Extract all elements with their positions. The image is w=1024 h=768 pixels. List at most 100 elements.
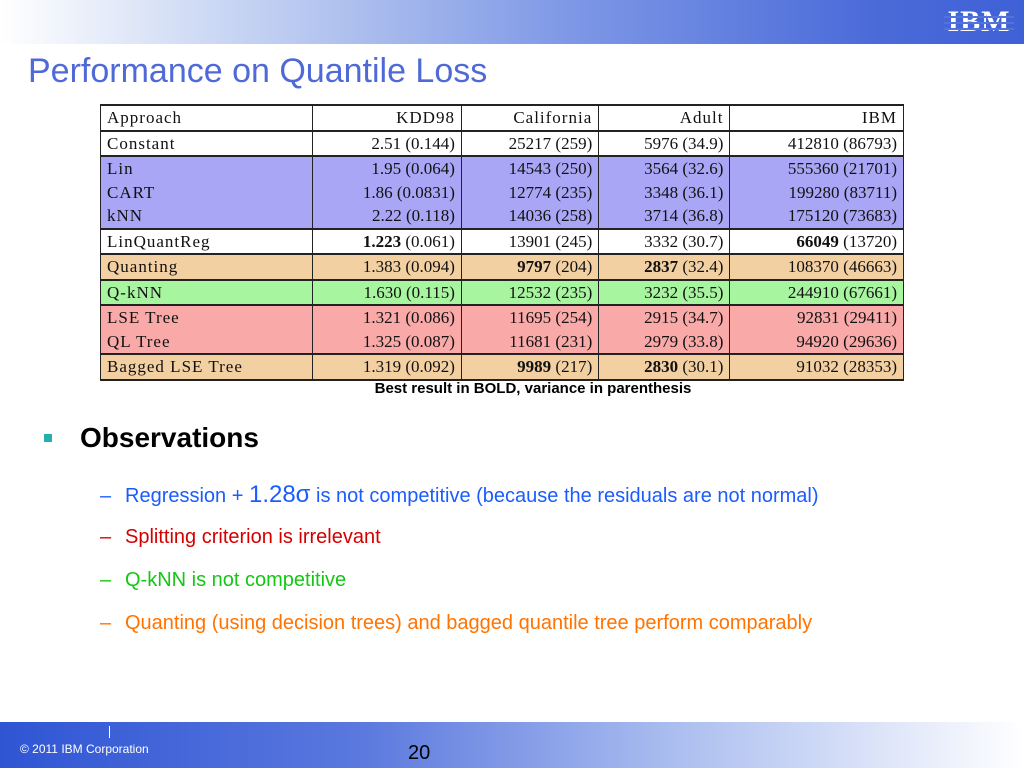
value-main: 1.86 [362,182,393,202]
value-main: 1.325 [362,331,402,351]
value-variance: (13720) [838,231,897,251]
value-main: 3564 [644,159,679,179]
value-variance: (34.9) [678,133,724,153]
value-cell: 1.325 (0.087) [312,329,462,354]
column-header: Adult [598,104,731,132]
value-cell: 1.319 (0.092) [312,353,462,381]
value-cell: 1.321 (0.086) [312,304,462,330]
approach-cell: Q-kNN [100,278,313,305]
value-main: 12774 [508,182,552,202]
table-caption: Best result in BOLD, variance in parenth… [374,380,692,397]
value-main: 9797 [517,257,552,277]
value-main: 2837 [644,257,679,277]
table-row: Bagged LSE Tree 1.319 (0.092) 9989 (217) 28… [100,353,904,381]
value-main: 5976 [644,133,679,153]
value-variance: (250) [551,159,593,179]
footer-bar: © 2011 IBM Corporation 20 [0,722,1024,768]
value-cell: 175120 (73683) [729,204,904,229]
observation-item: – Regression + 1.28σ is not competitive (… [100,481,819,509]
value-cell: 9989 (217) [461,353,600,381]
observation-text: Regression + [125,485,249,507]
slide-title: Performance on Quantile Loss [28,52,488,90]
value-variance: (73683) [838,206,897,226]
value-variance: (254) [551,308,593,328]
value-main: 11695 [509,308,552,328]
value-cell: 412810 (86793) [729,130,904,156]
value-cell: 244910 (67661) [729,278,904,305]
value-cell: 91032 (28353) [729,353,904,381]
value-main: 3348 [644,182,679,202]
value-cell: 3714 (36.8) [598,204,731,229]
approach-cell: LinQuantReg [100,227,313,254]
approach-cell: kNN [100,204,313,229]
copyright-text: © 2011 IBM Corporation [20,742,149,756]
observation-text: Quanting (using decision trees) and bagg… [125,612,813,634]
value-main: 2915 [644,308,679,328]
value-main: 1.95 [371,159,402,179]
approach-cell: LSE Tree [100,304,313,330]
value-cell: 2.22 (0.118) [312,204,462,229]
table-body: Constant 2.51 (0.144) 25217 (259) 5976 (34.… [100,130,904,381]
observations-heading: Observations [80,422,259,453]
value-variance: (235) [551,182,593,202]
value-main: 199280 [788,182,840,202]
value-cell: 555360 (21701) [729,155,904,181]
value-main: 1.383 [362,257,402,277]
dash-icon: – [100,485,112,507]
value-main: 108370 [787,257,839,277]
value-variance: (30.1) [678,357,724,377]
value-variance: (28353) [838,357,897,377]
value-main: 3714 [644,206,679,226]
value-main: 1.321 [362,308,402,328]
value-main: 175120 [787,206,839,226]
observation-text: Q-kNN is not competitive [125,569,347,591]
value-main: 1.630 [363,282,402,302]
header-bar: IBM [0,0,1024,44]
value-main: 91032 [796,357,839,377]
value-variance: (204) [551,257,593,277]
approach-cell: CART [100,180,313,204]
value-cell: 13901 (245) [461,227,600,254]
value-variance: (235) [551,282,593,302]
value-main: 3332 [644,231,679,251]
table-row: CART 1.86 (0.0831) 12774 (235) 3348 (36.1) 1… [100,180,904,204]
value-variance: (67661) [838,282,897,302]
value-main: 14036 [508,206,552,226]
value-main: 14543 [508,159,552,179]
value-variance: (21701) [838,159,897,179]
column-header: KDD98 [312,104,462,132]
table-row: kNN 2.22 (0.118) 14036 (258) 3714 (36.8) 175… [100,204,904,229]
value-variance: (245) [551,231,593,251]
value-variance: (0.115) [401,282,455,302]
value-variance: (0.092) [401,357,455,377]
value-main: 66049 [796,231,839,251]
value-main: 3232 [644,282,679,302]
value-cell: 1.223 (0.061) [312,227,462,254]
value-variance: (35.5) [678,282,724,302]
table-row: Constant 2.51 (0.144) 25217 (259) 5976 (34.… [100,130,904,156]
column-header: IBM [729,104,904,132]
observation-item: – Splitting criterion is irrelevant [100,526,381,549]
dash-icon: – [100,526,112,548]
value-cell: 108370 (46663) [729,253,904,280]
value-main: 13901 [508,231,552,251]
value-variance: (0.064) [401,159,455,179]
value-cell: 66049 (13720) [729,227,904,254]
bullet-square-icon [44,434,52,442]
value-cell: 3348 (36.1) [598,180,731,204]
approach-cell: QL Tree [100,329,313,354]
table-row: LSE Tree 1.321 (0.086) 11695 (254) 2915 (34… [100,304,904,330]
value-variance: (0.0831) [392,182,455,202]
value-variance: (0.144) [401,133,455,153]
value-cell: 2837 (32.4) [598,253,731,280]
value-main: 9989 [517,357,552,377]
value-main: 2830 [644,357,679,377]
value-variance: (36.1) [678,182,724,202]
value-variance: (231) [551,331,593,351]
approach-cell: Quanting [100,253,313,280]
value-variance: (32.4) [678,257,724,277]
value-cell: 2830 (30.1) [598,353,731,381]
value-cell: 3332 (30.7) [598,227,731,254]
value-cell: 2915 (34.7) [598,304,731,330]
value-variance: (33.8) [678,331,724,351]
